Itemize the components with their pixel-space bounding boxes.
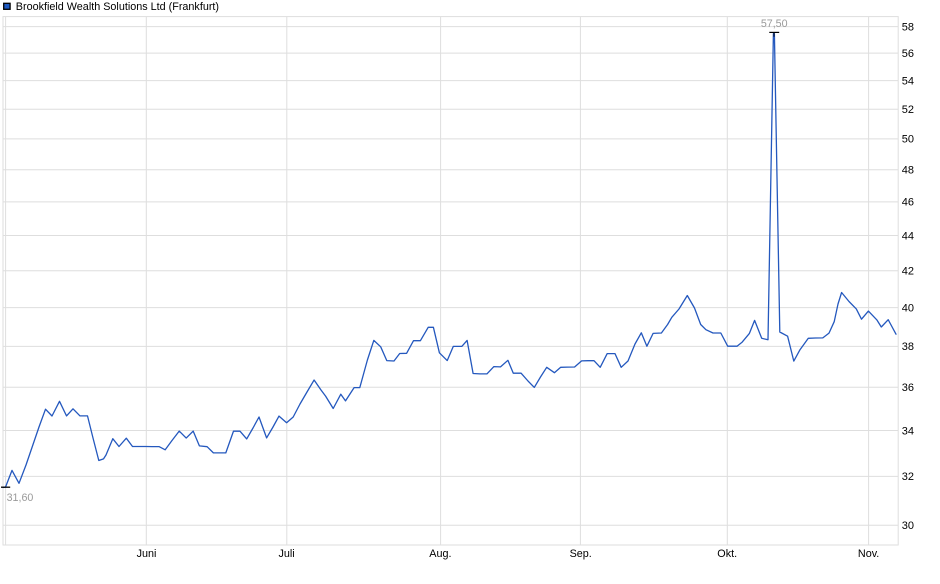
svg-text:48: 48 xyxy=(902,165,914,177)
svg-text:Brookfield Wealth Solutions Lt: Brookfield Wealth Solutions Ltd (Frankfu… xyxy=(16,1,219,13)
svg-text:57,50: 57,50 xyxy=(761,18,788,30)
svg-text:56: 56 xyxy=(902,48,914,60)
svg-text:46: 46 xyxy=(902,197,914,209)
svg-text:34: 34 xyxy=(902,425,914,437)
svg-text:32: 32 xyxy=(902,471,914,483)
svg-text:Juli: Juli xyxy=(278,548,294,560)
svg-text:31,60: 31,60 xyxy=(7,492,34,504)
svg-text:42: 42 xyxy=(902,266,914,278)
svg-text:Aug.: Aug. xyxy=(429,548,451,560)
svg-text:Sep.: Sep. xyxy=(570,548,592,560)
svg-text:38: 38 xyxy=(902,341,914,353)
svg-text:44: 44 xyxy=(902,230,914,242)
svg-text:50: 50 xyxy=(902,134,914,146)
svg-text:58: 58 xyxy=(902,21,914,33)
svg-text:54: 54 xyxy=(902,75,914,87)
svg-text:30: 30 xyxy=(902,520,914,532)
svg-text:Okt.: Okt. xyxy=(717,548,737,560)
svg-text:36: 36 xyxy=(902,382,914,394)
svg-text:40: 40 xyxy=(902,302,914,314)
svg-text:52: 52 xyxy=(902,104,914,116)
svg-text:Juni: Juni xyxy=(137,548,157,560)
svg-text:Nov.: Nov. xyxy=(858,548,879,560)
